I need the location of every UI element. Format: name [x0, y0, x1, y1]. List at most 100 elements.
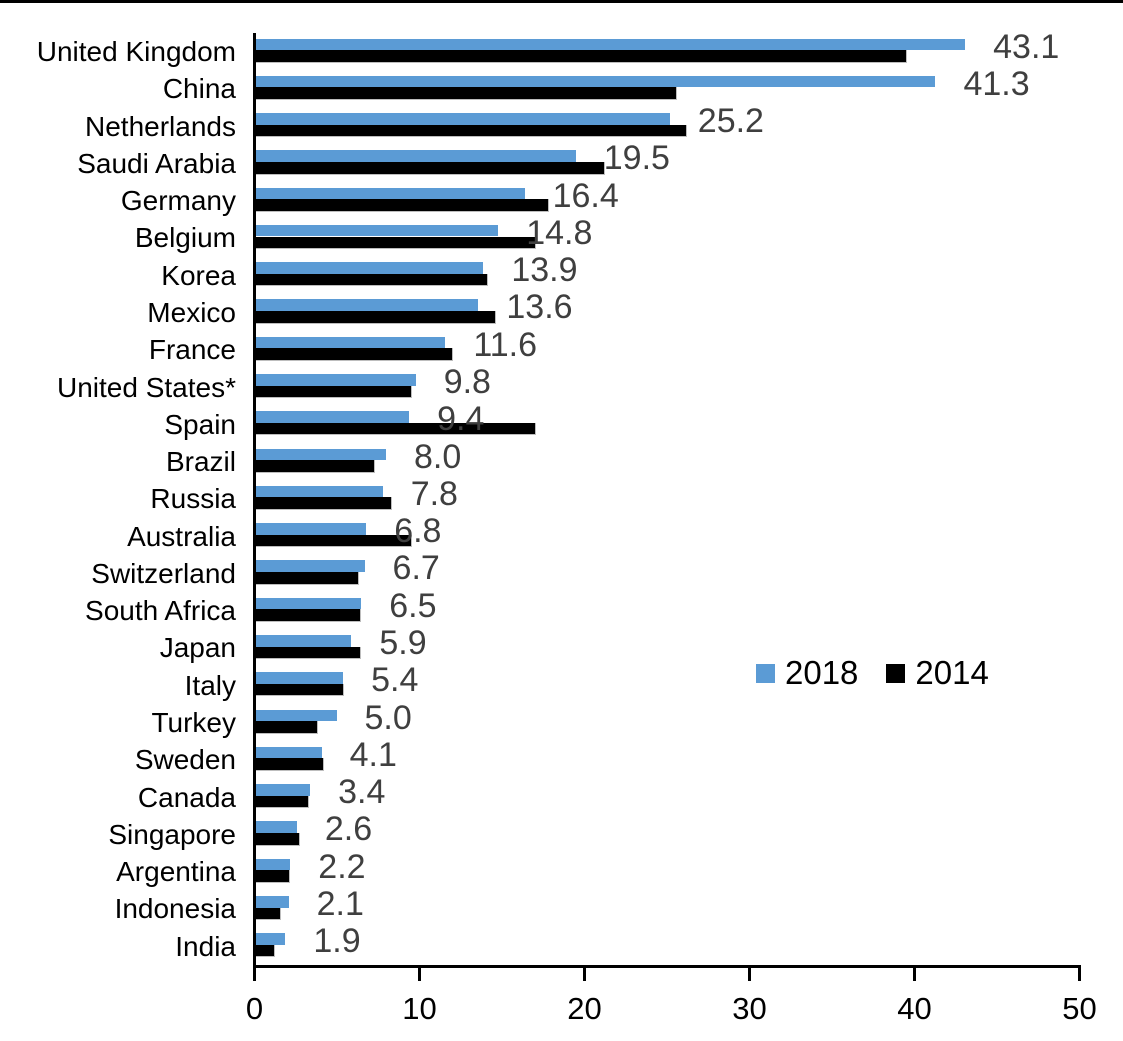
bar-2014 [256, 758, 325, 771]
x-axis-tick-label: 10 [402, 991, 437, 1026]
bar-2014 [256, 273, 488, 287]
bar-2014 [256, 907, 282, 921]
x-axis-tick-label: 20 [567, 991, 602, 1026]
value-label: 11.6 [473, 325, 538, 364]
value-label: 2.2 [318, 847, 366, 886]
bar-2014 [256, 832, 300, 846]
bar-2014 [256, 50, 907, 63]
x-axis-tick-label: 0 [245, 991, 264, 1026]
category-label: Russia [150, 483, 236, 515]
bar-2018 [256, 933, 286, 945]
value-label: 25.2 [697, 102, 764, 141]
bar-2018 [256, 187, 525, 200]
x-axis-tick [748, 968, 751, 981]
plot-area: 43.1 41.3 25.2 19.5 16.4 14.8 13.9 13.6 11.6 9.8 9… [253, 27, 1081, 968]
x-axis-tick [418, 968, 421, 981]
value-label: 6.8 [394, 512, 442, 551]
value-label: 6.5 [389, 586, 437, 625]
bar-2018 [256, 784, 311, 796]
bar-2014 [256, 311, 496, 324]
category-label: Japan [159, 632, 236, 664]
value-label: 2.6 [324, 810, 373, 849]
x-axis-tick [1078, 968, 1081, 981]
bar-2014 [256, 721, 318, 734]
value-label: 13.6 [506, 288, 573, 327]
bar-2018 [256, 336, 446, 349]
category-label: Turkey [151, 707, 236, 739]
legend-swatch-2018 [756, 663, 775, 683]
legend-label-2018: 2018 [785, 654, 859, 691]
category-label: Mexico [147, 296, 236, 328]
category-label: South Africa [85, 595, 236, 627]
bar-2014 [256, 422, 536, 436]
x-axis-tick-label: 50 [1062, 991, 1097, 1026]
category-label: Germany [120, 185, 236, 217]
bar-2018 [256, 597, 362, 610]
category-label: Canada [137, 781, 236, 813]
bar-2014 [256, 385, 412, 399]
bar-2018 [256, 634, 352, 647]
category-label: Indonesia [114, 893, 236, 925]
bar-2018 [256, 224, 499, 237]
category-label: Spain [164, 408, 236, 440]
category-label: Switzerland [91, 557, 236, 589]
category-label: Argentina [116, 856, 236, 888]
x-axis-tick [583, 968, 586, 981]
bar-2018 [256, 38, 966, 51]
bar-2018 [256, 821, 297, 833]
bar-2014 [256, 795, 310, 809]
category-label: Netherlands [85, 110, 236, 142]
bar-2018 [256, 448, 386, 461]
bar-2014 [256, 199, 549, 212]
value-label: 8.0 [414, 437, 462, 476]
bar-2018 [256, 895, 289, 908]
bar-2014 [256, 124, 688, 138]
category-label: France [148, 334, 236, 366]
top-border-strip [0, 0, 1123, 3]
bar-2018 [256, 411, 410, 423]
bar-2018 [256, 150, 576, 162]
x-axis-tick [253, 968, 256, 981]
bar-2014 [256, 497, 392, 511]
legend-label-2014: 2014 [915, 654, 989, 691]
value-label: 14.8 [526, 213, 593, 252]
category-label: India [175, 930, 236, 962]
value-label: 5.4 [371, 661, 419, 700]
category-label: China [162, 73, 236, 105]
bar-2018 [256, 858, 291, 871]
bar-2018 [256, 299, 479, 312]
bar-2018 [256, 523, 367, 535]
value-label: 41.3 [963, 64, 1030, 103]
value-label: 9.8 [443, 363, 491, 402]
value-label: 3.4 [338, 773, 386, 812]
category-label: Sweden [134, 744, 236, 776]
value-label: 4.1 [349, 735, 397, 774]
value-label: 43.1 [993, 27, 1060, 66]
bar-2018 [256, 113, 670, 125]
legend-swatch-2014 [886, 663, 906, 683]
bar-2014 [256, 683, 345, 697]
bar-2014 [256, 236, 536, 250]
bar-2014 [256, 348, 453, 361]
value-label: 16.4 [552, 176, 619, 215]
bar-2014 [256, 161, 605, 175]
x-axis-tick-label: 30 [732, 991, 767, 1026]
bar-2018 [256, 746, 322, 759]
bar-2018 [256, 560, 365, 572]
category-label: Korea [161, 259, 236, 291]
category-label: United Kingdom [36, 36, 236, 67]
category-label: United States* [57, 371, 236, 403]
bar-2018 [256, 262, 484, 274]
value-label: 2.1 [316, 884, 364, 923]
bar-2018 [256, 485, 383, 498]
category-label: Belgium [134, 222, 236, 254]
legend: 2018 2014 [756, 654, 989, 692]
value-label: 1.9 [313, 922, 361, 961]
bar-2014 [256, 870, 290, 883]
category-label: Italy [184, 669, 236, 701]
value-label: 13.9 [511, 251, 578, 290]
x-axis-tick-label: 40 [897, 991, 932, 1026]
value-label: 9.4 [437, 400, 485, 439]
bar-2014 [256, 609, 361, 622]
